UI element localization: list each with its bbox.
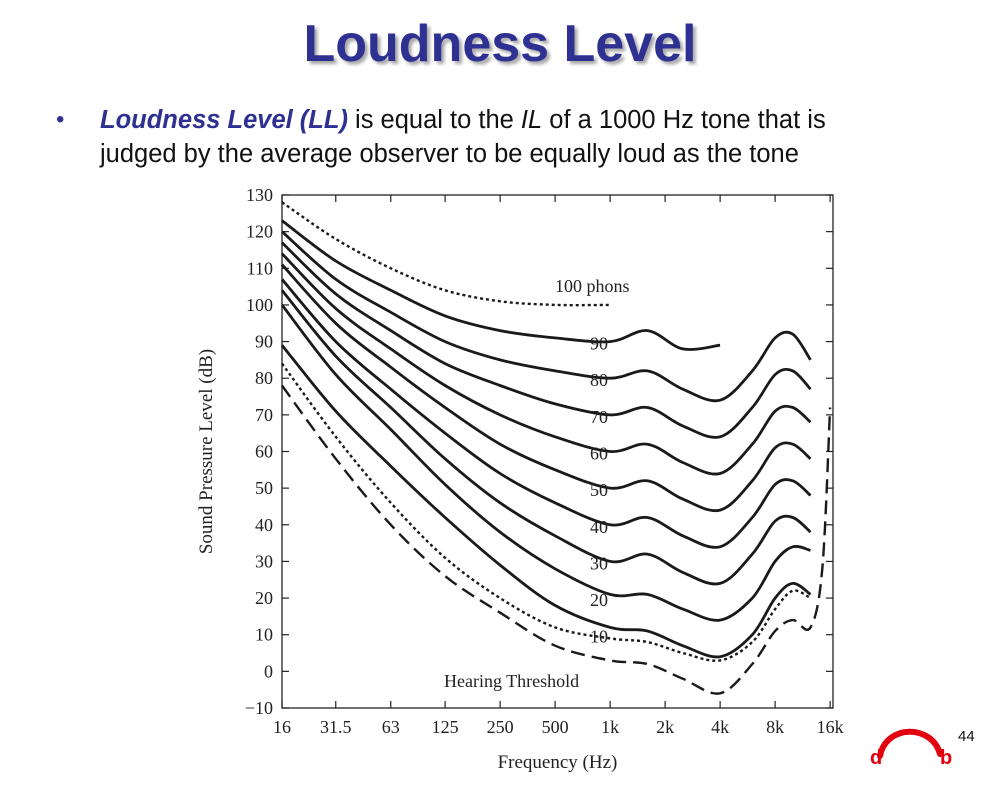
page-number: 44 xyxy=(958,728,975,745)
y-tick-label: 40 xyxy=(255,515,273,535)
logo-letter-b: b xyxy=(940,747,952,768)
bullet-text-part1: is equal to the xyxy=(347,106,521,134)
bullet-line-2: judged by the average observer to be equ… xyxy=(100,140,799,168)
x-tick-label: 8k xyxy=(766,717,784,737)
label-90-phons: 90 xyxy=(590,334,608,354)
x-tick-label: 2k xyxy=(656,717,674,737)
label-hearing-threshold: Hearing Threshold xyxy=(444,671,579,691)
y-tick-label: −10 xyxy=(245,698,273,718)
label-10-phons: 10 xyxy=(590,627,608,647)
label-70-phons: 70 xyxy=(590,407,608,427)
bullet-text: Loudness Level (LL) is equal to the IL o… xyxy=(100,103,980,171)
bullet-il: IL xyxy=(520,106,543,134)
y-tick-label: 30 xyxy=(255,551,273,571)
curve-50 xyxy=(280,263,812,513)
curve-dotted-10 xyxy=(281,362,812,662)
label-40-phons: 40 xyxy=(590,517,608,537)
curve-100-phons xyxy=(281,201,611,307)
x-tick-label: 31.5 xyxy=(320,717,352,737)
label-80-phons: 80 xyxy=(590,370,608,390)
curve-80 xyxy=(281,230,812,403)
y-tick-label: 60 xyxy=(255,442,273,462)
curve-70 xyxy=(281,241,812,439)
bullet-term: Loudness Level (LL) xyxy=(100,106,348,134)
label-60-phons: 60 xyxy=(590,444,608,464)
bullet-dot: • xyxy=(56,106,65,133)
curve-10 xyxy=(280,344,812,659)
label-50-phons: 50 xyxy=(590,480,608,500)
x-axis-title: Frequency (Hz) xyxy=(498,752,618,773)
x-tick-label: 1k xyxy=(601,717,619,737)
logo-letter-d: d xyxy=(870,747,882,768)
x-tick-label: 4k xyxy=(711,717,729,737)
y-tick-label: 80 xyxy=(255,368,273,388)
y-tick-label: 120 xyxy=(246,222,273,242)
curve-30 xyxy=(280,289,812,586)
x-tick-label: 63 xyxy=(382,717,400,737)
label-100-phons: 100 phons xyxy=(555,276,630,296)
logo-arc xyxy=(877,728,943,759)
bullet-text-part2: of a 1000 Hz tone that is xyxy=(542,106,826,134)
slide-title: Loudness Level xyxy=(303,15,697,73)
curve-60 xyxy=(280,252,812,476)
label-20-phons: 20 xyxy=(590,590,608,610)
db-logo: d b xyxy=(870,728,952,768)
x-tick-label: 125 xyxy=(432,717,459,737)
x-tick-label: 16k xyxy=(817,717,844,737)
y-tick-label: 20 xyxy=(255,588,273,608)
y-tick-label: 100 xyxy=(246,295,273,315)
y-tick-label: 10 xyxy=(255,625,273,645)
y-tick-label: 0 xyxy=(264,661,273,681)
curve-90 xyxy=(281,219,721,351)
y-tick-label: 90 xyxy=(255,332,273,352)
x-tick-label: 16 xyxy=(273,717,291,737)
curve-hearing-threshold xyxy=(281,384,832,695)
y-tick-label: 70 xyxy=(255,405,273,425)
curve-40 xyxy=(280,278,812,549)
y-axis-title: Sound Pressure Level (dB) xyxy=(196,349,217,554)
x-tick-label: 500 xyxy=(542,717,569,737)
y-tick-label: 50 xyxy=(255,478,273,498)
y-tick-label: 110 xyxy=(247,258,273,278)
label-30-phons: 30 xyxy=(590,553,608,573)
curve-20 xyxy=(280,304,811,622)
x-tick-label: 250 xyxy=(487,717,514,737)
plot-frame xyxy=(281,194,834,709)
y-tick-label: 130 xyxy=(246,185,273,205)
